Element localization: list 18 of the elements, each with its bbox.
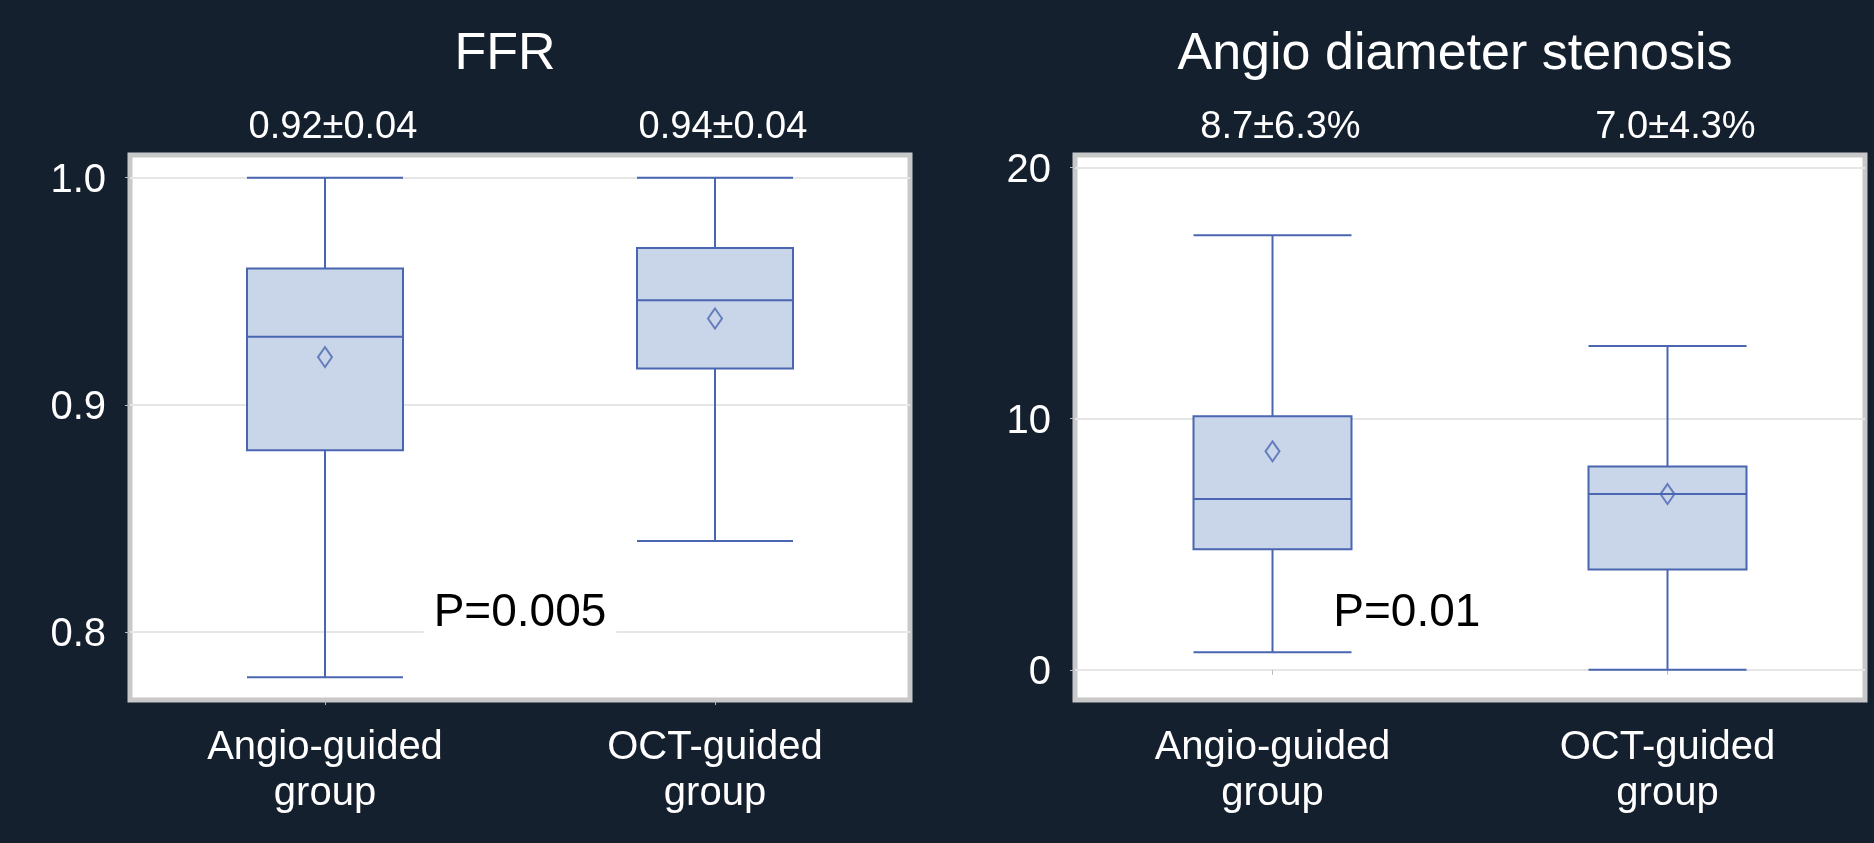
x-tick-label: OCT-guided group: [607, 723, 823, 813]
y-tick-label: 0.8: [50, 609, 106, 654]
x-tick-label: Angio-guided group: [207, 723, 443, 813]
text: 8.7±6.3%: [1200, 104, 1361, 146]
text: 0.94±0.04: [638, 104, 808, 146]
text: 0.92±0.04: [248, 104, 418, 146]
y-tick-label: 1.0: [50, 155, 106, 200]
y-tick-label: 0.9: [50, 382, 106, 427]
y-tick-label: 0: [1028, 647, 1051, 692]
annotation: P=0.01: [1333, 584, 1481, 636]
x-tick-label: Angio-guided group: [1154, 723, 1391, 813]
text: 7.0±4.3%: [1595, 104, 1756, 146]
y-tick-label: 20: [1006, 145, 1051, 190]
chart-title: FFR: [454, 22, 556, 80]
annotation: P=0.005: [433, 584, 607, 636]
chart-title: Angio diameter stenosis: [1177, 22, 1733, 80]
y-tick-label: 10: [1006, 396, 1051, 441]
x-tick-label: OCT-guided group: [1559, 723, 1776, 813]
